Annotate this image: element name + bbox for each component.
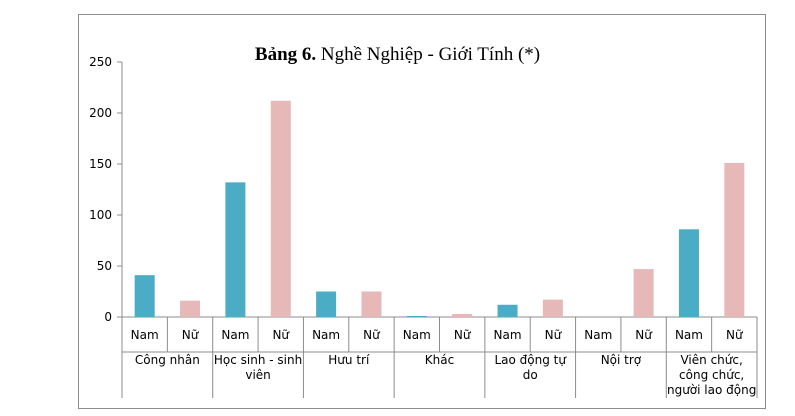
category-label: Nội trợ <box>601 353 642 367</box>
category-label: viên <box>245 368 270 382</box>
chart-title-bold: Bảng 6. <box>254 44 317 65</box>
chart-title-rest: Nghề Nghiệp - Giới Tính (*) <box>316 44 541 65</box>
bar-nam <box>316 291 337 317</box>
category-label: Công nhân <box>135 353 200 367</box>
y-tick-label: 200 <box>89 106 112 120</box>
category-label: Viên chức, <box>680 353 742 367</box>
category-label: người lao động <box>667 383 756 397</box>
bar-nu <box>724 162 745 317</box>
bar-nu <box>361 291 382 317</box>
bar-nu <box>452 313 473 317</box>
series-sub-label: Nữ <box>182 328 200 342</box>
category-label: Học sinh - sinh <box>214 353 302 367</box>
series-sub-label: Nữ <box>545 328 563 342</box>
category-label: Lao động tự <box>494 353 567 367</box>
series-sub-label: Nam <box>494 328 522 342</box>
category-label: Khác <box>425 353 454 367</box>
y-tick-label: 50 <box>97 259 112 273</box>
bar-nu <box>180 300 201 317</box>
series-sub-label: Nữ <box>726 328 744 342</box>
series-sub-label: Nam <box>312 328 340 342</box>
bar-nam <box>225 182 246 317</box>
series-sub-label: Nữ <box>454 328 472 342</box>
chart-frame <box>78 14 766 409</box>
chart-title: Bảng 6. Nghề Nghiệp - Giới Tính (*) <box>0 44 795 66</box>
series-sub-label: Nam <box>675 328 703 342</box>
bar-nu <box>542 299 563 317</box>
category-label: do <box>523 368 538 382</box>
series-sub-label: Nam <box>584 328 612 342</box>
bar-nam <box>134 275 155 317</box>
series-sub-label: Nam <box>221 328 249 342</box>
bar-nam <box>497 304 518 317</box>
category-label: Hưu trí <box>328 353 370 367</box>
bar-nam <box>406 315 427 317</box>
y-tick-label: 250 <box>89 55 112 69</box>
bar-nu <box>270 100 291 317</box>
y-tick-label: 0 <box>104 310 112 324</box>
series-sub-label: Nữ <box>363 328 381 342</box>
series-sub-label: Nữ <box>635 328 653 342</box>
bar-nam <box>678 229 699 317</box>
series-sub-label: Nữ <box>272 328 290 342</box>
bar-nu <box>633 269 654 317</box>
y-tick-label: 150 <box>89 157 112 171</box>
category-label: công chức, <box>679 368 744 382</box>
series-sub-label: Nam <box>403 328 431 342</box>
y-tick-label: 100 <box>89 208 112 222</box>
series-sub-label: Nam <box>131 328 159 342</box>
